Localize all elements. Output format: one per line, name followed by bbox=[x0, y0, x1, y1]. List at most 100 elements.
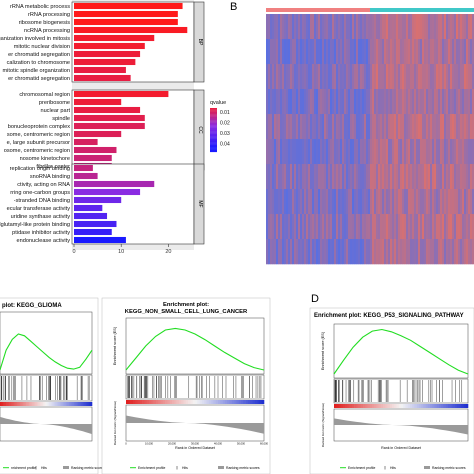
heatmap-cell bbox=[408, 239, 411, 265]
heatmap-cell bbox=[454, 39, 457, 65]
heatmap-cell bbox=[444, 139, 447, 165]
heatmap-cell bbox=[466, 139, 469, 165]
heatmap-cell bbox=[278, 114, 281, 140]
heatmap-cell bbox=[322, 64, 325, 90]
heatmap-cell bbox=[428, 64, 431, 90]
heatmap-cell bbox=[360, 189, 363, 215]
rank-colorbar-step bbox=[423, 404, 426, 408]
heatmap-cell bbox=[370, 214, 373, 240]
heatmap-cell bbox=[320, 214, 323, 240]
heatmap-cell bbox=[400, 189, 403, 215]
heatmap-cell bbox=[440, 239, 443, 265]
heatmap-cell bbox=[472, 14, 474, 40]
heatmap-cell bbox=[410, 164, 413, 190]
heatmap-cell bbox=[334, 164, 337, 190]
heatmap-cell bbox=[408, 139, 411, 165]
heatmap-cell bbox=[368, 39, 371, 65]
heatmap-cell bbox=[366, 114, 369, 140]
heatmap-cell bbox=[304, 64, 307, 90]
category-label: er chromatid segregation bbox=[8, 76, 70, 82]
heatmap-cell bbox=[326, 164, 329, 190]
heatmap-cell bbox=[472, 164, 474, 190]
heatmap-cell bbox=[268, 189, 271, 215]
heatmap-cell bbox=[284, 39, 287, 65]
heatmap-cell bbox=[462, 239, 465, 265]
legend-gradient-step bbox=[210, 136, 217, 138]
heatmap-cell bbox=[298, 164, 301, 190]
heatmap-cell bbox=[348, 164, 351, 190]
heatmap-cell bbox=[392, 39, 395, 65]
heatmap-cell bbox=[406, 189, 409, 215]
heatmap-cell bbox=[434, 64, 437, 90]
heatmap-cell bbox=[432, 39, 435, 65]
rank-colorbar-step bbox=[259, 400, 262, 404]
heatmap-cell bbox=[378, 39, 381, 65]
heatmap-cell bbox=[372, 39, 375, 65]
heatmap-cell bbox=[372, 164, 375, 190]
rank-colorbar-step bbox=[443, 404, 446, 408]
heatmap-cell bbox=[380, 139, 383, 165]
heatmap-cell bbox=[356, 114, 359, 140]
heatmap-cell bbox=[450, 89, 453, 115]
bar bbox=[74, 34, 155, 42]
legend-gradient-step bbox=[210, 144, 217, 146]
heatmap-cell bbox=[322, 189, 325, 215]
heatmap-cell bbox=[446, 239, 449, 265]
rank-colorbar-step bbox=[128, 400, 131, 404]
heatmap-cell bbox=[386, 14, 389, 40]
heatmap-cell bbox=[334, 64, 337, 90]
heatmap-cell bbox=[416, 214, 419, 240]
heatmap-cell bbox=[418, 14, 421, 40]
heatmap-cell bbox=[270, 214, 273, 240]
rank-colorbar-step bbox=[360, 404, 364, 408]
heatmap-cell bbox=[296, 214, 299, 240]
heatmap-cell bbox=[426, 139, 429, 165]
rank-colorbar-step bbox=[347, 404, 350, 408]
heatmap-cell bbox=[460, 164, 463, 190]
rank-colorbar-step bbox=[434, 404, 438, 408]
heatmap-cell bbox=[290, 189, 293, 215]
heatmap-cell bbox=[344, 114, 347, 140]
heatmap-cell bbox=[372, 214, 375, 240]
es-ylabel: Enrichment score (ES) bbox=[113, 326, 117, 365]
heatmap-cell bbox=[276, 114, 279, 140]
heatmap-cell bbox=[322, 164, 325, 190]
heatmap-cell bbox=[356, 39, 359, 65]
heatmap-cell bbox=[386, 89, 389, 115]
heatmap-cell bbox=[338, 189, 341, 215]
heatmap-cell bbox=[310, 164, 313, 190]
rank-colorbar-step bbox=[430, 404, 433, 408]
heatmap-cell bbox=[464, 39, 467, 65]
heatmap-cell bbox=[386, 139, 389, 165]
gsea-subtitle: KEGG_NON_SMALL_CELL_LUNG_CANCER bbox=[125, 309, 248, 315]
heatmap-cell bbox=[308, 64, 311, 90]
es-panel bbox=[0, 311, 93, 375]
heatmap-cell bbox=[318, 139, 321, 165]
heatmap-cell bbox=[308, 89, 311, 115]
heatmap-cell bbox=[334, 239, 337, 265]
heatmap-cell bbox=[424, 139, 427, 165]
heatmap-cell bbox=[280, 239, 283, 265]
heatmap-cell bbox=[280, 14, 283, 40]
heatmap-cell bbox=[436, 64, 439, 90]
heatmap-cell bbox=[430, 114, 433, 140]
heatmap-cell bbox=[446, 164, 449, 190]
heatmap-cell bbox=[354, 39, 357, 65]
heatmap-cell bbox=[460, 189, 463, 215]
heatmap-cell bbox=[400, 39, 403, 65]
heatmap-cell bbox=[424, 89, 427, 115]
bar bbox=[74, 188, 141, 196]
heatmap-cell bbox=[404, 89, 407, 115]
heatmap-cell bbox=[368, 189, 371, 215]
rank-colorbar-step bbox=[358, 404, 362, 408]
facet-label: BP bbox=[197, 39, 203, 46]
heatmap-cell bbox=[438, 39, 441, 65]
heatmap-cell bbox=[336, 139, 339, 165]
heatmap-cell bbox=[468, 89, 471, 115]
heatmap-cell bbox=[362, 139, 365, 165]
metric-ylabel: Ranked list metric (Signal2Noise) bbox=[113, 401, 117, 445]
heatmap-cell bbox=[368, 239, 371, 265]
heatmap-cell bbox=[454, 139, 457, 165]
heatmap-cell bbox=[316, 189, 319, 215]
rank-colorbar-step bbox=[13, 402, 16, 406]
